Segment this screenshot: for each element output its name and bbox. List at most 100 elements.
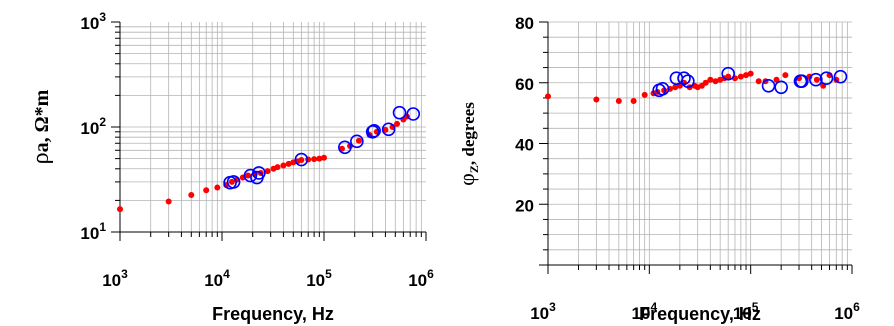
data-point-dot: [355, 137, 362, 144]
data-point-dot: [707, 76, 714, 83]
y-axis-title-symbol: ρ: [28, 152, 54, 164]
data-point-dot: [725, 73, 732, 80]
data-point-circle: [226, 175, 241, 189]
x-tick-label: 106: [834, 300, 860, 323]
data-point-dot: [615, 97, 622, 104]
data-point-dot: [298, 156, 305, 163]
data-point-circle: [681, 74, 695, 89]
data-point-circle: [392, 105, 407, 120]
grid: [119, 22, 426, 233]
x-tick-label-exponent: 5: [325, 267, 332, 281]
y-tick-label-base: 10: [80, 119, 99, 138]
data-point-circle: [761, 78, 776, 93]
data-point-dot: [737, 73, 744, 80]
y-tick-label-exponent: 3: [99, 10, 106, 24]
x-tick-label: 105: [733, 300, 759, 323]
x-tick-label-exponent: 5: [752, 300, 759, 314]
y-axis-title: φZ, degrees: [454, 102, 481, 186]
data-point-circle: [350, 134, 364, 149]
y-tick-label: 40: [515, 136, 534, 155]
x-tick-label-base: 10: [733, 304, 752, 323]
data-point-dot: [712, 78, 719, 85]
x-tick-label: 103: [102, 267, 128, 290]
x-tick-label-base: 10: [408, 271, 427, 290]
data-point-dot: [630, 97, 637, 104]
y-tick-label-exponent: 1: [99, 220, 106, 234]
data-point-dot: [382, 126, 389, 133]
data-point-circle: [677, 71, 691, 85]
data-point-dot: [782, 72, 789, 79]
y-tick-label: 102: [80, 115, 106, 138]
axes: [111, 21, 427, 241]
data-point-dot: [228, 178, 235, 185]
y-tick-label-base: 10: [80, 224, 99, 243]
x-tick-label-base: 10: [204, 271, 223, 290]
y-axis-title-symbol: φ: [454, 173, 479, 186]
x-tick-label-base: 10: [632, 304, 651, 323]
data-point-dot: [773, 76, 780, 83]
y-tick-label: 20: [515, 196, 534, 215]
data-point-circle: [721, 66, 735, 81]
y-tick-label-base: 10: [80, 14, 99, 33]
data-point-circle: [809, 72, 823, 87]
x-tick-label-exponent: 6: [853, 300, 860, 314]
data-point-dot: [394, 120, 401, 127]
data-point-circle: [381, 122, 396, 137]
y-tick-label: 80: [515, 14, 534, 33]
data-point-dot: [545, 93, 551, 100]
data-point-dot: [203, 187, 210, 194]
data-point-circle: [655, 82, 670, 96]
data-point-dot: [755, 78, 762, 85]
data-point-circle: [833, 69, 848, 84]
x-tick-label-exponent: 6: [427, 267, 434, 281]
data-point-dot: [274, 164, 281, 171]
x-tick-label-base: 10: [306, 271, 325, 290]
data-point-dot: [316, 155, 323, 162]
y-axis-title-unit: , degrees: [459, 102, 478, 165]
data-point-circle: [365, 125, 380, 139]
data-point-dot: [743, 72, 750, 79]
x-tick-label-base: 10: [102, 271, 121, 290]
y-tick-label: 101: [80, 220, 106, 243]
x-tick-label: 106: [408, 267, 434, 290]
data-point-dot: [214, 184, 221, 191]
x-axis-title: Frequency, Hz: [639, 304, 761, 324]
series-circle: [652, 66, 848, 98]
data-point-circle: [774, 80, 788, 95]
y-axis-title-subscript: Z: [467, 165, 481, 173]
x-tick-label: 105: [306, 267, 332, 290]
x-tick-label-exponent: 3: [121, 267, 128, 281]
x-tick-label: 104: [204, 267, 230, 290]
data-point-dot: [305, 156, 312, 163]
x-tick-label-exponent: 4: [223, 267, 230, 281]
x-tick-label-exponent: 3: [549, 300, 556, 314]
data-point-circle: [819, 71, 834, 85]
data-point-dot: [264, 168, 271, 175]
data-point-dot: [117, 206, 123, 213]
x-tick-label-base: 10: [834, 304, 853, 323]
y-axis-title: ρa, Ω*m: [28, 89, 54, 164]
x-tick-label: 103: [530, 300, 556, 323]
x-tick-label-exponent: 4: [650, 300, 657, 314]
data-point-circle: [367, 124, 381, 138]
y-tick-label-exponent: 2: [99, 115, 106, 129]
x-axis-title: Frequency, Hz: [212, 304, 334, 324]
data-point-circle: [243, 168, 258, 183]
data-point-circle: [252, 166, 266, 180]
x-tick-label-base: 10: [530, 304, 549, 323]
data-point-dot: [641, 91, 648, 98]
grid: [547, 21, 852, 266]
data-point-dot: [285, 160, 292, 167]
series-circle: [223, 105, 421, 190]
y-axis-title-subscript: a: [31, 142, 53, 152]
data-point-circle: [338, 140, 352, 155]
data-point-dot: [245, 172, 252, 179]
data-point-dot: [672, 84, 679, 91]
data-point-dot: [593, 96, 600, 103]
x-tick-label: 104: [632, 300, 658, 323]
data-point-dot: [165, 198, 172, 205]
data-point-dot: [813, 76, 820, 83]
y-tick-label: 60: [515, 75, 534, 94]
